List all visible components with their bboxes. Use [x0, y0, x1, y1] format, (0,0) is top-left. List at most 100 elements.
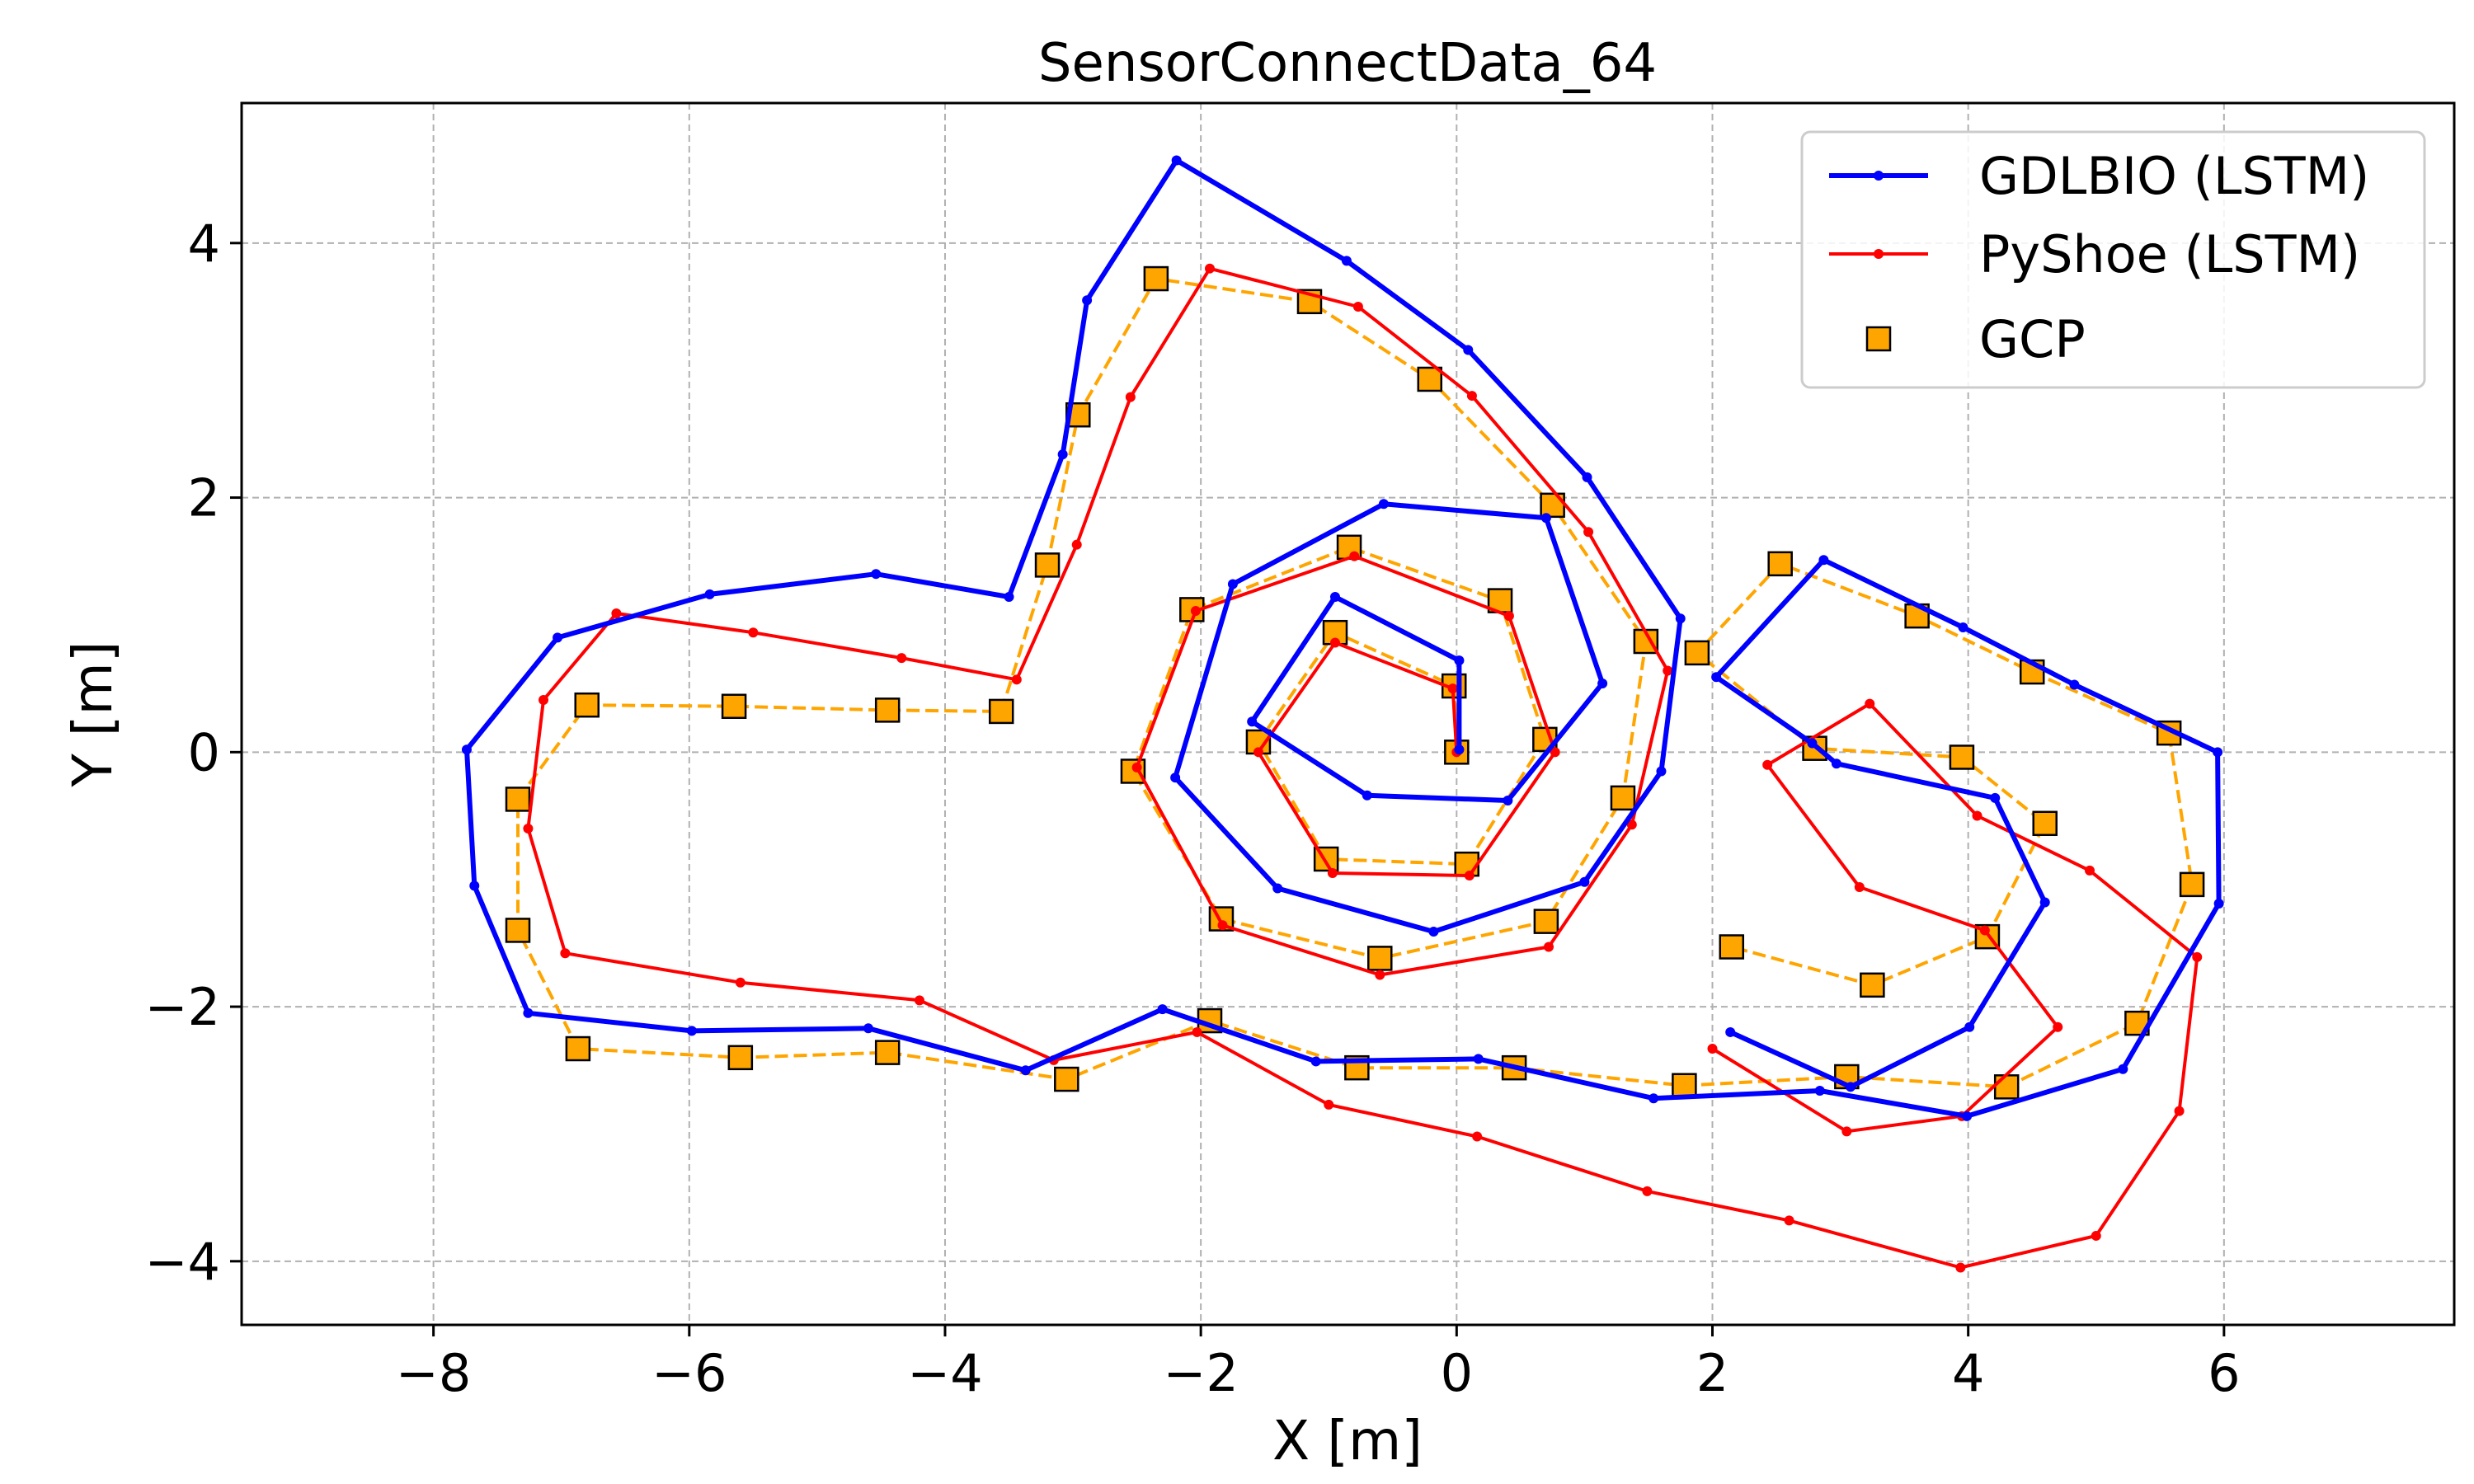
data-point-pyshoe — [1472, 1131, 1483, 1142]
data-point-pyshoe — [1327, 867, 1338, 878]
data-point-gdlbio — [1675, 613, 1686, 624]
data-point-gdlbio — [1463, 345, 1474, 355]
data-point-gcp — [2032, 810, 2058, 837]
data-point-pyshoe — [1466, 391, 1477, 402]
data-point-pyshoe — [1854, 881, 1865, 892]
data-point-gcp — [1367, 946, 1393, 971]
data-point-gcp — [874, 697, 901, 723]
data-point-gdlbio — [1473, 1054, 1484, 1064]
y-axis-label: Y [m] — [61, 641, 125, 787]
data-point-pyshoe — [1131, 762, 1142, 773]
data-point-gdlbio — [2118, 1064, 2128, 1074]
x-tick-label: 6 — [2208, 1343, 2240, 1403]
data-point-pyshoe — [1503, 611, 1514, 622]
data-point-gdlbio — [1649, 1093, 1659, 1104]
data-point-gdlbio — [1362, 790, 1372, 801]
legend-marker-gcp — [1865, 326, 1892, 352]
data-point-pyshoe — [523, 823, 534, 834]
data-point-gdlbio — [1711, 672, 1722, 683]
y-tick-label: 2 — [188, 468, 220, 528]
legend-label-gcp: GCP — [1979, 309, 2086, 369]
data-point-gcp — [565, 1036, 591, 1062]
series-gdlbio — [461, 155, 2224, 1121]
data-point-gdlbio — [1341, 256, 1352, 266]
y-tick-label: −4 — [145, 1232, 220, 1292]
data-point-pyshoe — [2192, 951, 2203, 962]
data-point-gdlbio — [871, 569, 882, 580]
x-tick-label: 4 — [1952, 1343, 1984, 1403]
data-point-pyshoe — [560, 948, 571, 959]
data-point-gcp — [721, 693, 747, 719]
data-point-gcp — [874, 1040, 901, 1065]
data-point-gcp — [2179, 871, 2205, 898]
data-point-gdlbio — [2213, 747, 2223, 758]
data-point-pyshoe — [1375, 970, 1385, 980]
data-point-gdlbio — [1310, 1056, 1321, 1067]
data-point-pyshoe — [1626, 819, 1637, 830]
data-point-gdlbio — [1962, 1111, 1973, 1121]
plot-series — [461, 155, 2224, 1273]
data-point-gdlbio — [1272, 883, 1283, 894]
data-point-gdlbio — [704, 589, 715, 599]
data-point-pyshoe — [1865, 698, 1875, 709]
x-tick-label: −2 — [1163, 1343, 1238, 1403]
data-point-pyshoe — [1205, 263, 1216, 274]
data-point-gdlbio — [1831, 758, 1841, 769]
data-point-gcp — [1143, 265, 1169, 292]
data-point-gdlbio — [1503, 795, 1513, 805]
data-point-pyshoe — [1841, 1126, 1852, 1137]
data-point-pyshoe — [1192, 1026, 1202, 1037]
data-point-pyshoe — [1324, 1099, 1334, 1110]
data-point-gdlbio — [1597, 678, 1608, 688]
data-point-pyshoe — [1543, 942, 1554, 952]
data-point-gdlbio — [686, 1026, 697, 1036]
data-point-gdlbio — [1454, 655, 1465, 666]
data-point-gcp — [1672, 1073, 1697, 1099]
data-point-gcp — [1949, 744, 1975, 770]
y-tick-label: 0 — [188, 722, 220, 782]
data-point-gdlbio — [1378, 499, 1389, 510]
data-point-pyshoe — [611, 608, 622, 619]
data-point-gdlbio — [1579, 876, 1590, 887]
y-tick-label: −2 — [145, 977, 220, 1037]
data-point-pyshoe — [1071, 539, 1082, 550]
data-point-pyshoe — [1663, 665, 1673, 676]
data-point-gdlbio — [1845, 1082, 1856, 1092]
data-point-pyshoe — [2091, 1230, 2101, 1241]
data-point-gdlbio — [1656, 766, 1667, 777]
data-point-pyshoe — [1972, 810, 1982, 821]
data-point-pyshoe — [1190, 605, 1201, 616]
data-point-gdlbio — [2039, 897, 2050, 908]
x-tick-label: 2 — [1696, 1343, 1729, 1403]
legend-box — [1800, 130, 2426, 389]
data-point-gcp — [1767, 551, 1793, 577]
series-gcp — [505, 265, 2205, 1100]
data-point-gdlbio — [1964, 1021, 1975, 1032]
axis-ticks: −8 −6 −4 −2 0 2 4 6 −4 −2 0 2 4 — [145, 214, 2241, 1403]
data-point-gdlbio — [1247, 716, 1258, 727]
legend-marker-gdlbio — [1874, 171, 1884, 181]
data-point-pyshoe — [1707, 1044, 1718, 1054]
data-point-gdlbio — [1428, 926, 1439, 937]
data-point-gdlbio — [1725, 1026, 1736, 1037]
x-tick-label: −6 — [651, 1343, 727, 1403]
data-point-gcp — [1034, 552, 1061, 578]
data-point-gdlbio — [1818, 555, 1829, 566]
data-point-gdlbio — [1990, 792, 2001, 803]
data-point-pyshoe — [2053, 1021, 2063, 1032]
data-point-pyshoe — [1784, 1215, 1794, 1226]
data-point-pyshoe — [748, 627, 759, 638]
data-point-pyshoe — [1349, 551, 1360, 561]
data-point-pyshoe — [1125, 392, 1136, 402]
data-point-pyshoe — [1253, 747, 1263, 758]
data-point-pyshoe — [1329, 637, 1340, 648]
data-point-pyshoe — [1464, 871, 1475, 881]
data-point-pyshoe — [539, 695, 549, 706]
data-point-pyshoe — [1011, 674, 1022, 685]
data-point-gcp — [1417, 366, 1443, 392]
data-point-gdlbio — [2213, 899, 2224, 909]
data-point-pyshoe — [1447, 683, 1458, 694]
data-point-pyshoe — [2085, 865, 2095, 876]
data-point-gdlbio — [2069, 679, 2080, 690]
